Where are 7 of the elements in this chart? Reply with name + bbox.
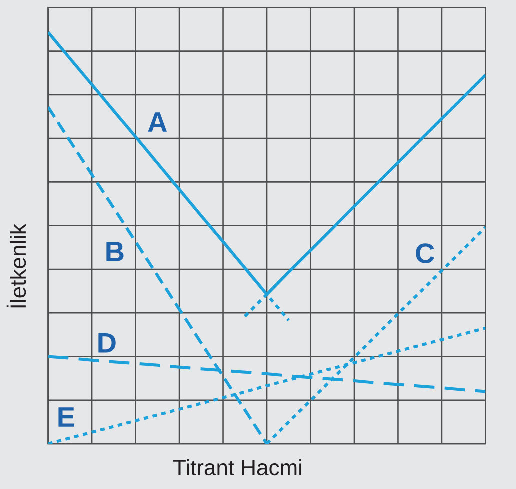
series-label: B — [106, 242, 124, 262]
x-axis-title: Titrant Hacmi — [174, 459, 302, 476]
series-label: E — [58, 408, 74, 427]
series-label: C — [416, 244, 434, 264]
series-label: A — [148, 112, 168, 132]
series-label: D — [98, 333, 116, 353]
y-axis-title: İletkenlik — [6, 224, 26, 308]
